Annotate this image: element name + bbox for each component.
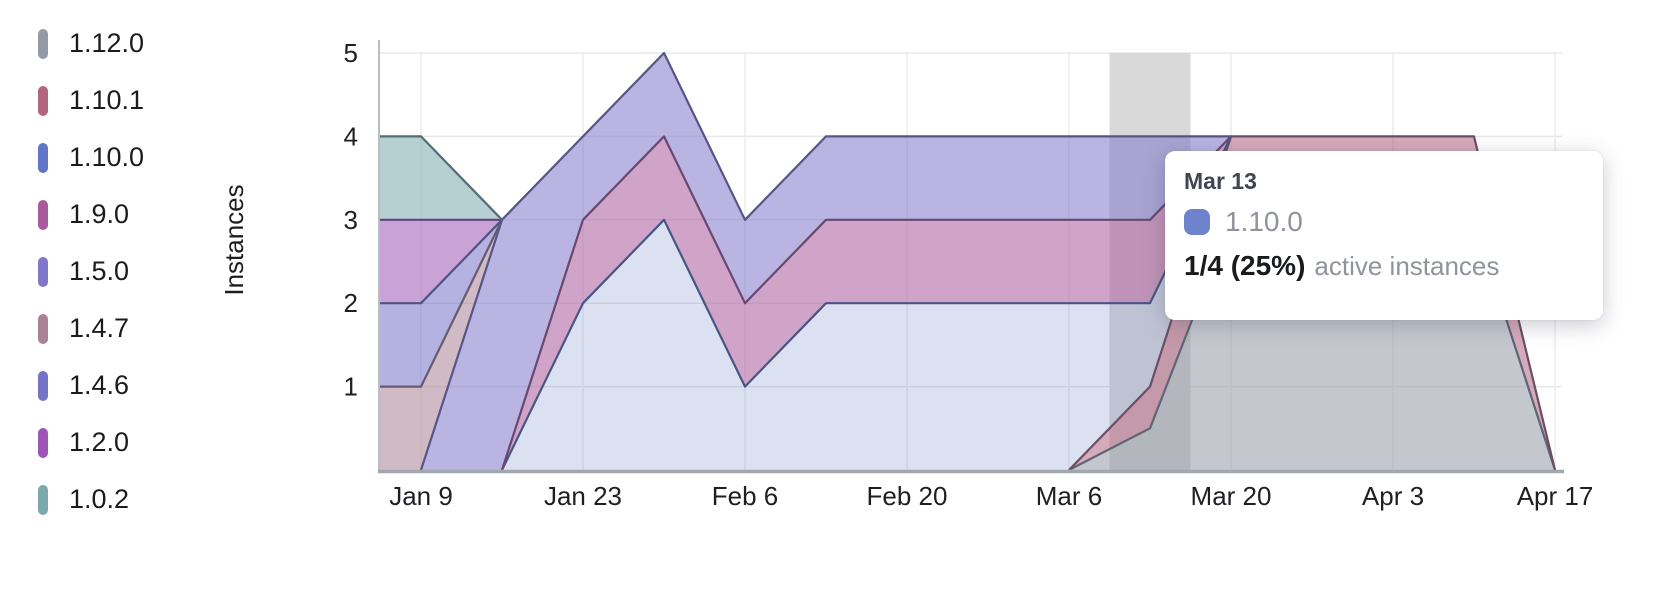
legend-label: 1.10.1 <box>69 85 145 115</box>
legend-swatch-icon <box>38 199 48 230</box>
legend-item-1.2.0[interactable]: 1.2.0 <box>38 414 144 471</box>
y-axis-title: Instances <box>219 184 249 295</box>
y-tick-label: 4 <box>344 121 358 151</box>
legend-label: 1.4.6 <box>69 370 130 400</box>
line-1.9.0 <box>500 135 1232 470</box>
legend-label: 1.2.0 <box>69 427 130 457</box>
legend-item-1.4.7[interactable]: 1.4.7 <box>38 300 144 357</box>
tooltip-value-suffix: active instances <box>1314 251 1500 282</box>
x-tick-label: Jan 9 <box>389 481 453 511</box>
y-tick-label: 5 <box>344 38 358 68</box>
line-1.0.2 <box>379 135 503 221</box>
legend-label: 1.4.7 <box>69 313 130 343</box>
legend-item-1.12.0[interactable]: 1.12.0 <box>38 15 144 72</box>
x-tick-label: Jan 23 <box>544 481 622 511</box>
tooltip-date: Mar 13 <box>1184 168 1257 194</box>
tooltip-series-swatch-icon <box>1184 209 1210 236</box>
legend-swatch-icon <box>38 256 48 287</box>
legend-swatch-icon <box>38 142 48 173</box>
legend-label: 1.10.0 <box>69 142 145 172</box>
line-1.10.0 <box>501 135 1232 470</box>
y-tick-label: 2 <box>344 288 358 318</box>
tooltip-series-row: 1.10.0 <box>1184 208 1583 236</box>
tooltip-value-row: 1/4 (25%) active instances <box>1184 252 1583 280</box>
legend-label: 1.9.0 <box>69 199 130 229</box>
tooltip-value: 1/4 (25%) <box>1184 250 1306 282</box>
x-tick-label: Apr 3 <box>1362 481 1424 511</box>
legend-label: 1.12.0 <box>69 28 145 58</box>
x-tick-label: Mar 6 <box>1036 481 1102 511</box>
legend-item-1.10.1[interactable]: 1.10.1 <box>38 72 144 129</box>
tooltip-series-name: 1.10.0 <box>1225 206 1303 238</box>
line-1.4.6 <box>379 219 503 305</box>
chart-legend: 1.12.0 1.10.1 1.10.0 1.9.0 1.5.0 1.4.7 1.4.6 1.… <box>38 15 144 528</box>
legend-swatch-icon <box>38 484 48 515</box>
legend-swatch-icon <box>38 85 48 116</box>
x-tick-label: Feb 20 <box>867 481 948 511</box>
legend-swatch-icon <box>38 427 48 458</box>
x-tick-label: Mar 20 <box>1191 481 1272 511</box>
y-tick-label: 3 <box>344 205 358 235</box>
line-1.10.1 <box>1068 135 1557 470</box>
x-tick-label: Apr 17 <box>1517 481 1594 511</box>
legend-label: 1.5.0 <box>69 256 130 286</box>
chart-tooltip: Mar 13 1.10.0 1/4 (25%) active instances <box>1165 151 1603 320</box>
legend-swatch-icon <box>38 370 48 401</box>
legend-item-1.9.0[interactable]: 1.9.0 <box>38 186 144 243</box>
legend-swatch-icon <box>38 313 48 344</box>
legend-item-1.5.0[interactable]: 1.5.0 <box>38 243 144 300</box>
x-tick-label: Feb 6 <box>712 481 779 511</box>
legend-swatch-icon <box>38 28 48 59</box>
legend-item-1.0.2[interactable]: 1.0.2 <box>38 471 144 528</box>
legend-item-1.10.0[interactable]: 1.10.0 <box>38 129 144 186</box>
legend-item-1.4.6[interactable]: 1.4.6 <box>38 357 144 414</box>
legend-label: 1.0.2 <box>69 484 130 514</box>
line-1.5.0 <box>419 51 1231 470</box>
y-tick-label: 1 <box>344 372 358 402</box>
line-1.4.7 <box>379 219 503 388</box>
